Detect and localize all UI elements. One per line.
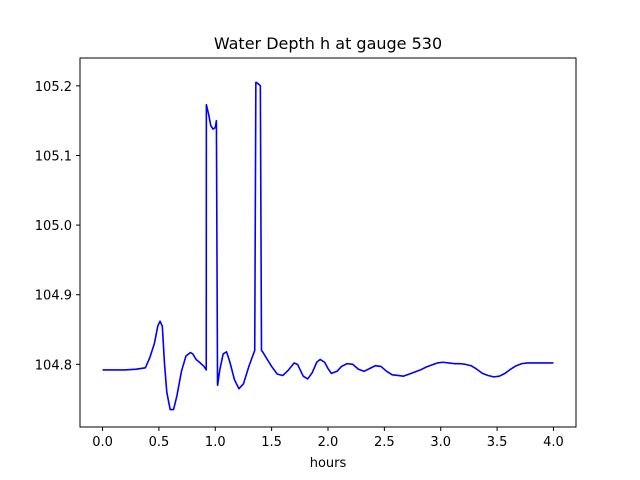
x-tick-label: 2.0 [318,435,339,450]
x-tick-label: 1.5 [261,435,282,450]
x-tick-label: 3.0 [430,435,451,450]
x-axis-ticks: 0.0 0.5 1.0 1.5 2.0 2.5 3.0 3.5 4.0 [92,427,564,450]
series-line-0 [102,81,554,411]
x-tick-label: 2.5 [374,435,395,450]
x-tick-label: 0.0 [92,435,113,450]
y-tick-label: 105.2 [35,80,72,95]
x-tick-label: 1.0 [205,435,226,450]
x-tick-label: 3.5 [487,435,508,450]
y-tick-label: 105.1 [35,149,72,164]
x-tick-label: 0.5 [149,435,170,450]
y-axis-ticks: 104.8 104.9 105.0 105.1 105.2 [35,80,80,373]
plot-area [102,81,554,411]
x-tick-label: 4.0 [543,435,564,450]
chart-title: Water Depth h at gauge 530 [214,34,442,53]
x-axis-label: hours [310,456,347,471]
y-tick-label: 104.9 [35,289,72,304]
y-tick-label: 105.0 [35,219,72,234]
y-tick-label: 104.8 [35,358,72,373]
